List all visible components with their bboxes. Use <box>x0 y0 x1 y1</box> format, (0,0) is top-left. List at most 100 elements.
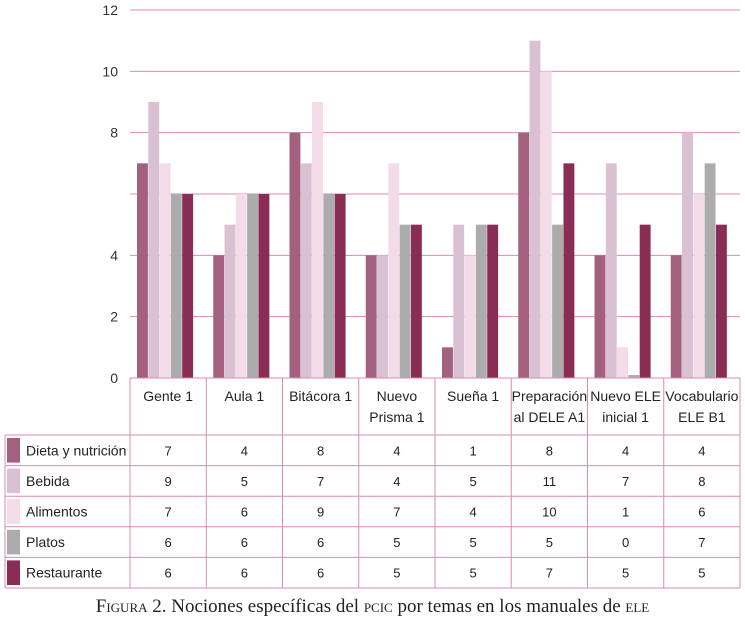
data-label-4-7: 0 <box>622 535 629 550</box>
bar-8-2 <box>682 132 693 378</box>
legend-swatch-5 <box>7 560 20 585</box>
bar-4-3 <box>388 163 400 378</box>
series-label-4: Platos <box>26 534 65 550</box>
bar-7-1 <box>594 255 606 378</box>
data-label-3-8: 6 <box>698 505 705 520</box>
category-label-line: Nuevo <box>377 388 418 404</box>
data-label-1-3: 8 <box>317 443 324 458</box>
data-label-2-5: 5 <box>470 474 477 489</box>
caption-pcic: pcic <box>363 596 393 617</box>
bar-4-1 <box>365 255 377 378</box>
bar-2-4 <box>247 194 259 378</box>
category-label-line: Prisma 1 <box>369 409 424 425</box>
data-label-3-7: 1 <box>622 505 629 520</box>
legend-swatch-3 <box>7 499 20 524</box>
category-label-line: Aula 1 <box>225 388 265 404</box>
data-label-3-5: 4 <box>470 505 477 520</box>
data-label-1-1: 7 <box>165 443 172 458</box>
bar-6-2 <box>529 40 541 379</box>
bar-3-2 <box>300 163 312 378</box>
data-label-2-4: 4 <box>393 474 400 489</box>
data-label-4-5: 5 <box>470 535 477 550</box>
data-label-2-6: 11 <box>543 474 557 489</box>
data-label-2-3: 7 <box>317 474 324 489</box>
data-label-4-2: 6 <box>241 535 248 550</box>
data-label-5-8: 5 <box>698 566 705 581</box>
bar-8-4 <box>704 163 716 378</box>
legend-swatch-4 <box>7 529 20 555</box>
series-label-5: Restaurante <box>26 565 102 581</box>
bar-6-5 <box>563 163 575 378</box>
data-label-4-6: 5 <box>546 535 553 550</box>
category-label-line: Preparación <box>512 388 588 404</box>
data-label-5-3: 6 <box>317 566 324 581</box>
bar-5-5 <box>487 224 499 378</box>
bar-5-4 <box>475 224 487 378</box>
category-label-8: Vocabulario ELE B1 <box>665 388 738 425</box>
y-axis-tick-labels: 12 10 8 4 2 0 <box>102 2 118 386</box>
data-label-2-2: 5 <box>241 474 248 489</box>
category-label-2: Aula 1 <box>225 388 265 404</box>
category-label-line: Vocabulario <box>665 388 738 404</box>
bar-5-3 <box>464 255 476 378</box>
data-label-2-8: 8 <box>698 474 705 489</box>
data-label-3-1: 7 <box>165 505 172 520</box>
bar-2-5 <box>258 194 270 378</box>
bar-3-3 <box>312 102 323 378</box>
bar-3-1 <box>289 132 301 378</box>
bar-3-4 <box>323 194 335 378</box>
caption-ele: ele <box>625 596 650 617</box>
data-label-5-6: 7 <box>546 566 553 581</box>
bar-8-3 <box>693 194 705 378</box>
bar-2-2 <box>224 224 236 378</box>
bar-8-1 <box>670 255 682 378</box>
category-label-1: Gente 1 <box>143 388 193 404</box>
category-label-line: Nuevo ELE <box>590 388 661 404</box>
y-tick-label-0: 0 <box>110 370 118 386</box>
caption-prefix: Figura 2. <box>95 596 167 617</box>
bar-1-5 <box>182 194 194 378</box>
y-tick-label-8: 8 <box>110 125 118 141</box>
bar-4-4 <box>399 224 411 378</box>
bar-6-4 <box>552 224 564 378</box>
bar-3-5 <box>334 194 346 378</box>
data-label-1-7: 4 <box>622 443 629 458</box>
bar-7-4 <box>628 375 640 378</box>
y-tick-label-10: 10 <box>102 63 118 79</box>
data-label-4-1: 6 <box>165 535 172 550</box>
data-label-2-1: 9 <box>165 474 172 489</box>
data-label-3-2: 6 <box>241 505 248 520</box>
bars <box>137 40 727 379</box>
bar-5-1 <box>442 347 453 378</box>
data-label-5-5: 5 <box>470 566 477 581</box>
bar-5-2 <box>453 224 465 378</box>
data-label-1-4: 4 <box>393 443 400 458</box>
data-label-4-4: 5 <box>393 535 400 550</box>
bar-6-1 <box>518 132 530 378</box>
data-label-2-7: 7 <box>622 474 629 489</box>
y-tick-label-12: 12 <box>102 2 118 18</box>
category-label-line: inicial 1 <box>602 409 649 425</box>
bar-1-2 <box>148 102 160 378</box>
series-label-3: Alimentos <box>26 504 87 520</box>
data-label-1-6: 8 <box>546 443 553 458</box>
category-label-3: Bitácora 1 <box>289 388 352 404</box>
bar-8-5 <box>715 224 727 378</box>
category-label-line: ELE B1 <box>678 409 726 425</box>
category-label-5: Sueña 1 <box>447 388 499 404</box>
data-label-5-4: 5 <box>393 566 400 581</box>
bar-1-4 <box>170 194 182 378</box>
data-label-5-2: 6 <box>241 566 248 581</box>
series-label-1: Dieta y nutrición <box>26 442 126 458</box>
data-label-5-1: 6 <box>165 566 172 581</box>
category-label-line: Bitácora 1 <box>289 388 352 404</box>
caption-text-2: por temas en los manuales de <box>392 596 626 617</box>
category-label-line: Sueña 1 <box>447 388 499 404</box>
category-label-6: Preparación al DELE A1 <box>512 388 588 425</box>
category-label-line: al DELE A1 <box>514 409 586 425</box>
legend-swatch-1 <box>7 438 20 463</box>
category-label-line: Gente 1 <box>143 388 193 404</box>
category-label-4: Nuevo Prisma 1 <box>369 388 424 425</box>
bar-7-3 <box>617 347 628 378</box>
